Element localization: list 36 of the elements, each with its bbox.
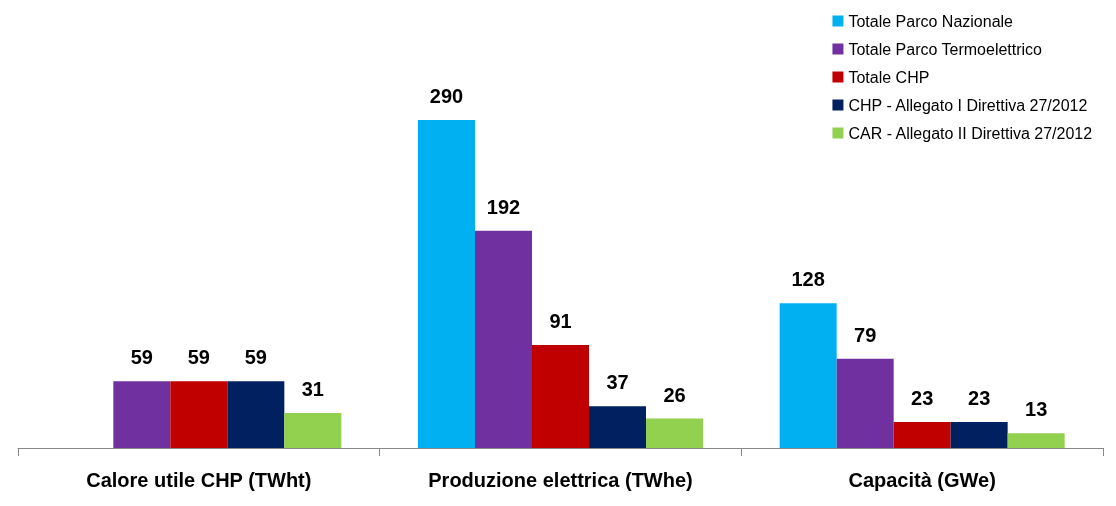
- data-label: 290: [429, 85, 464, 107]
- data-label: 79: [854, 323, 877, 346]
- data-label: 59: [244, 346, 267, 369]
- data-label: 23: [968, 386, 991, 409]
- data-label: 59: [130, 346, 153, 369]
- legend-label: CAR - Allegato II Direttiva 27/2012: [848, 124, 1093, 142]
- data-label: 91: [549, 310, 572, 333]
- bar: [170, 381, 228, 448]
- data-label: 37: [606, 371, 629, 394]
- bar: [284, 412, 342, 448]
- bar: [475, 230, 532, 448]
- data-label: 192: [486, 195, 521, 218]
- legend-label: Totale CHP: [848, 68, 930, 86]
- bar: [893, 421, 951, 448]
- bar: [418, 120, 475, 448]
- legend-label: Totale Parco Termoelettrico: [848, 40, 1043, 58]
- x-tick-label: Capacità (GWe): [848, 469, 996, 491]
- bar: [950, 421, 1008, 448]
- legend-label: CHP - Allegato I Direttiva 27/2012: [848, 96, 1088, 114]
- bar: [532, 345, 589, 448]
- x-tick-label: Produzione elettrica (TWhe): [428, 469, 693, 491]
- data-label: 128: [791, 268, 825, 291]
- data-label: 59: [187, 346, 210, 369]
- bar: [836, 358, 894, 448]
- bar: [646, 418, 703, 448]
- bar: [589, 406, 646, 448]
- bar: [113, 381, 171, 448]
- x-tick-label: Calore utile CHP (TWht): [86, 469, 312, 491]
- data-label: 23: [911, 386, 934, 409]
- bar: [227, 381, 285, 448]
- data-label: 26: [663, 383, 686, 406]
- legend-label: Totale Parco Nazionale: [848, 12, 1014, 30]
- data-label: 13: [1025, 398, 1048, 421]
- bar: [1007, 433, 1065, 448]
- data-label: 31: [301, 377, 324, 400]
- bar: [779, 303, 837, 448]
